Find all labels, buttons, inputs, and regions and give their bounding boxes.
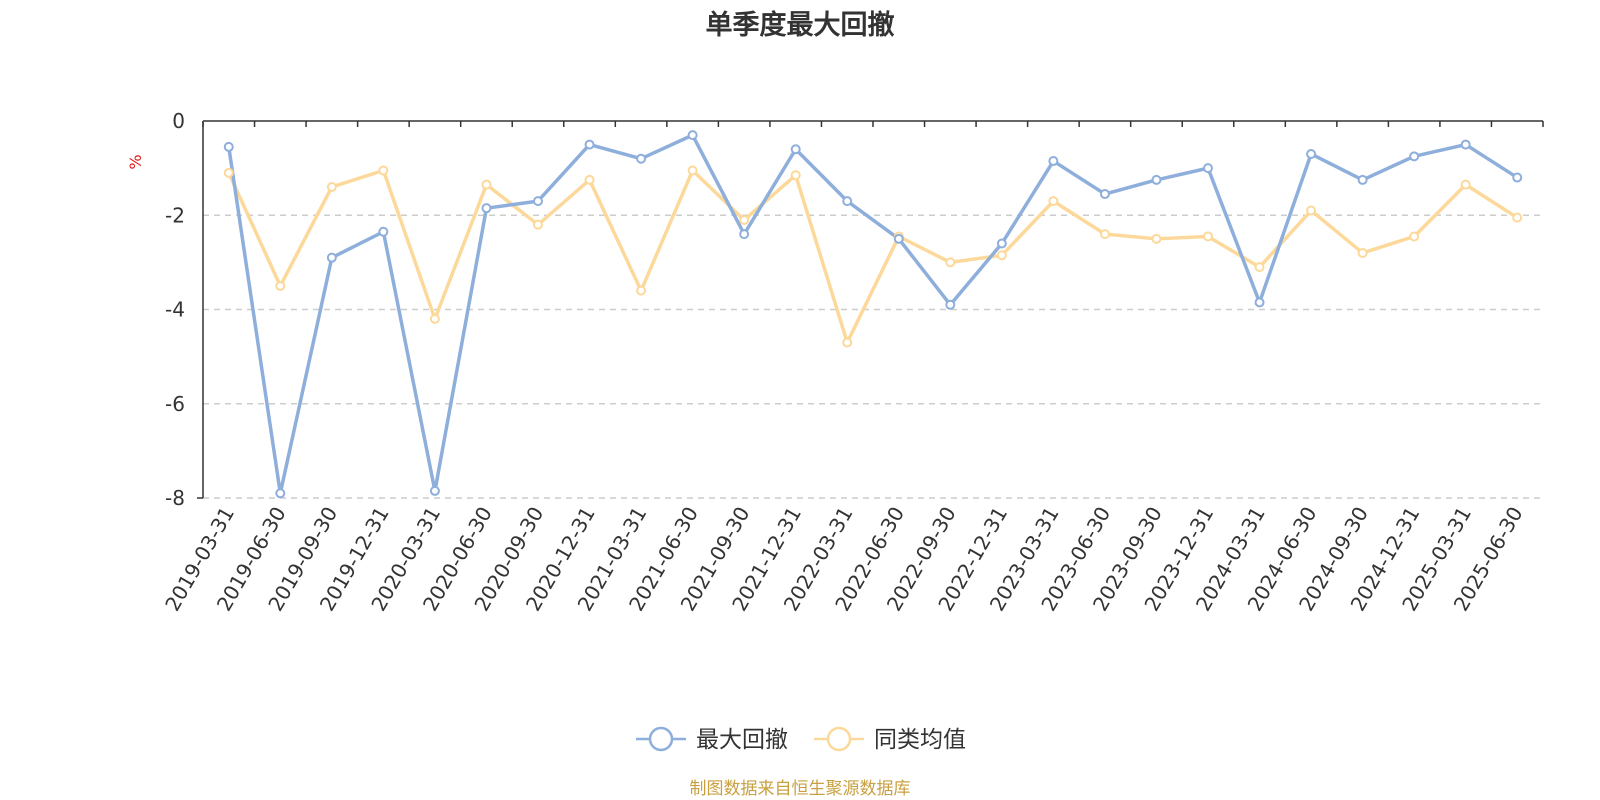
y-tick-label: -4 xyxy=(165,298,185,322)
data-point[interactable] xyxy=(584,174,595,185)
y-axis-unit: % xyxy=(126,154,145,169)
data-point[interactable] xyxy=(1254,297,1265,308)
data-point[interactable] xyxy=(1099,189,1110,200)
data-point[interactable] xyxy=(1409,231,1420,242)
legend-label: 最大回撤 xyxy=(696,727,788,753)
data-point[interactable] xyxy=(996,238,1007,249)
data-point[interactable] xyxy=(1460,139,1471,150)
data-point[interactable] xyxy=(533,219,543,230)
data-point[interactable] xyxy=(1254,262,1265,273)
data-point[interactable] xyxy=(1306,148,1317,159)
data-point[interactable] xyxy=(378,165,389,176)
y-axis-ticks: 0 -2 -4 -6 -8 xyxy=(165,109,185,510)
y-tick-label: -2 xyxy=(165,203,185,227)
data-point[interactable] xyxy=(378,226,389,237)
data-point[interactable] xyxy=(1357,247,1368,258)
legend-item-1[interactable]: 同类均值 xyxy=(814,726,966,753)
data-point[interactable] xyxy=(636,285,647,296)
data-point[interactable] xyxy=(790,170,801,181)
data-point[interactable] xyxy=(481,203,492,214)
legend-item-0[interactable]: 最大回撤 xyxy=(636,726,788,753)
series-line-0 xyxy=(227,133,1519,496)
axes xyxy=(197,120,1544,499)
legend[interactable]: 最大回撤 同类均值 xyxy=(636,726,966,753)
data-point[interactable] xyxy=(687,130,698,141)
data-point[interactable] xyxy=(1048,156,1059,167)
series-line-1 xyxy=(227,168,1519,345)
y-tick-label: -8 xyxy=(165,486,185,510)
chart-title: 单季度最大回撤 xyxy=(706,9,895,41)
series-group xyxy=(223,130,1523,499)
data-point[interactable] xyxy=(842,337,853,348)
data-point[interactable] xyxy=(1460,179,1471,190)
data-point[interactable] xyxy=(1151,174,1162,185)
data-point[interactable] xyxy=(945,257,956,268)
grid-lines xyxy=(203,214,1543,499)
data-point[interactable] xyxy=(223,141,234,152)
x-axis-ticks: 2019-03-312019-06-302019-09-302019-12-31… xyxy=(160,503,1527,616)
data-point[interactable] xyxy=(1512,212,1523,223)
data-point[interactable] xyxy=(893,233,904,244)
data-point[interactable] xyxy=(1151,233,1162,244)
data-point[interactable] xyxy=(275,488,286,499)
data-point[interactable] xyxy=(429,313,440,324)
data-point[interactable] xyxy=(945,299,956,310)
data-point[interactable] xyxy=(790,144,801,155)
data-point[interactable] xyxy=(481,179,492,190)
data-point[interactable] xyxy=(584,139,595,150)
data-point[interactable] xyxy=(636,153,647,164)
data-point[interactable] xyxy=(687,165,698,176)
data-point[interactable] xyxy=(739,229,750,240)
data-point[interactable] xyxy=(533,196,543,207)
legend-label: 同类均值 xyxy=(874,727,966,753)
data-point[interactable] xyxy=(1357,174,1368,185)
data-point[interactable] xyxy=(326,181,337,192)
data-point[interactable] xyxy=(1512,172,1523,183)
data-point[interactable] xyxy=(1203,231,1213,242)
data-point[interactable] xyxy=(1048,196,1059,207)
data-point[interactable] xyxy=(739,214,750,225)
y-tick-label: -6 xyxy=(165,392,185,416)
data-point[interactable] xyxy=(1099,229,1110,240)
data-point[interactable] xyxy=(1409,151,1420,162)
legend-marker xyxy=(648,726,674,752)
data-point[interactable] xyxy=(223,167,234,178)
legend-marker xyxy=(826,726,852,752)
data-point[interactable] xyxy=(996,250,1007,261)
data-point[interactable] xyxy=(1306,205,1317,216)
data-point[interactable] xyxy=(1203,163,1213,174)
data-point[interactable] xyxy=(429,485,440,496)
data-point[interactable] xyxy=(275,280,286,291)
data-point[interactable] xyxy=(326,252,337,263)
y-tick-label: 0 xyxy=(172,109,185,133)
source-note: 制图数据来自恒生聚源数据库 xyxy=(690,779,911,799)
data-point[interactable] xyxy=(842,196,853,207)
